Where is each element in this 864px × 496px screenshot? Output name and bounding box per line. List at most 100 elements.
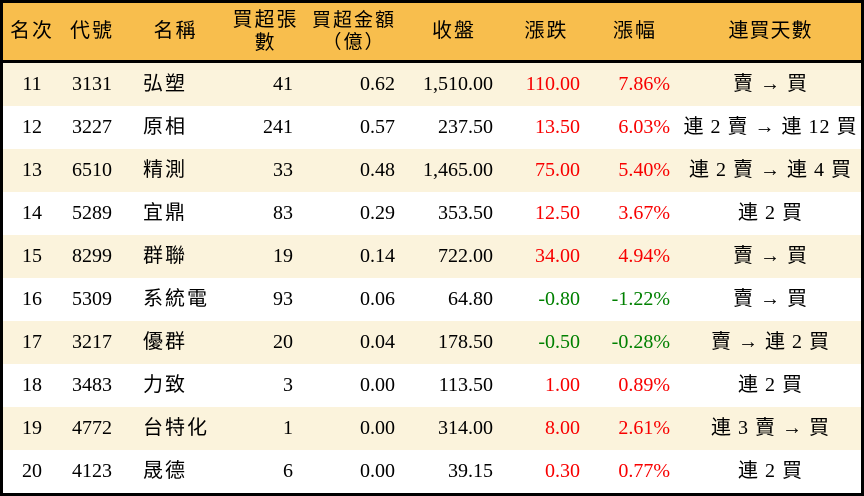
cell-volume: 41 [273,73,293,96]
cell-change_pct: 4.94% [618,245,670,268]
cell-name: 群聯 [143,245,187,268]
table-body: 11 3 13 1 弘塑 41 0.62 1,510.00 110.00 7.86% 賣 → 買 12… [3,63,861,493]
table-row[interactable]: 20 4123 晟德 6 0.00 39.15 0.30 0.77% 連 2 買 [3,450,861,493]
column-header-streak: 連買天數 [728,20,813,43]
cell-rank: 12 [22,116,42,139]
cell-name: 精測 [143,159,187,182]
cell-rank: 11 [22,73,42,96]
cell-change_pct: 2.61% [618,417,670,440]
cell-change: 8.00 [545,417,580,440]
cell-close: 1,465.00 [423,159,493,182]
cell-change_pct: -0.28% [611,331,670,354]
cell-streak: 賣 → 買 [733,245,808,268]
column-header-change: 漲跌 [524,20,569,43]
cell-volume: 6 [283,460,293,483]
cell-volume: 19 [273,245,293,268]
cell-rank: 14 [22,202,42,225]
column-header-amount: 買超金額 （億） [311,10,396,53]
cell-name: 原相 [143,116,187,139]
column-header-code: 代號 [70,20,114,43]
cell-streak: 連 2 賣 → 連 12 買 [683,116,858,139]
column-header-rank: 名次 [10,20,54,43]
table-row[interactable]: 11 3131 弘塑 41 0.62 1,510.00 110.00 7.86% 賣 → 買 [3,63,861,106]
cell-code: 4123 [72,460,112,483]
cell-change: 1.00 [545,374,580,397]
cell-close: 722.00 [438,245,493,268]
cell-amount: 0.04 [360,331,395,354]
cell-code: 3483 [72,374,112,397]
table-row[interactable]: 12 3227 原相 241 0.57 237.50 13.50 6.03% 連 2 賣 → 連… [3,106,861,149]
cell-change_pct: 7.86% [618,73,670,96]
cell-change: -0.50 [538,331,580,354]
cell-code: 8299 [72,245,112,268]
cell-change: 34.00 [535,245,580,268]
cell-change_pct: 0.77% [618,460,670,483]
cell-change: 0.30 [545,460,580,483]
cell-name: 優群 [143,331,187,354]
cell-rank: 20 [22,460,42,483]
cell-streak: 連 2 買 [738,374,803,397]
cell-rank: 19 [22,417,42,440]
cell-change_pct: 0.89% [618,374,670,397]
cell-volume: 20 [273,331,293,354]
cell-close: 178.50 [438,331,493,354]
cell-amount: 0.62 [360,73,395,96]
cell-change: 13.50 [535,116,580,139]
cell-streak: 連 2 買 [738,202,803,225]
cell-name: 宜鼎 [143,202,187,225]
column-header-close: 收盤 [432,20,476,43]
cell-volume: 33 [273,159,293,182]
cell-volume: 93 [273,288,293,311]
cell-code: 4772 [72,417,112,440]
cell-code: 5309 [72,288,112,311]
table-row[interactable]: 18 3483 力致 3 0.00 113.50 1.00 0.89% 連 2 買 [3,364,861,407]
cell-amount: 0.48 [360,159,395,182]
cell-streak: 賣 → 買 [733,288,808,311]
cell-rank: 18 [22,374,42,397]
cell-volume: 3 [283,374,293,397]
table-row[interactable]: 13 6510 精測 33 0.48 1,465.00 75.00 5.40% 連 2 賣 → … [3,149,861,192]
cell-close: 1,510.00 [423,73,493,96]
cell-volume: 1 [283,417,293,440]
column-header-volume: 買超張數 [232,9,299,54]
table-row[interactable]: 14 5289 宜鼎 83 0.29 353.50 12.50 3.67% 連 2 買 [3,192,861,235]
cell-streak: 連 2 賣 → 連 4 買 [689,159,852,182]
cell-rank: 13 [22,159,42,182]
cell-change_pct: 3.67% [618,202,670,225]
table-row[interactable]: 16 5309 系統電 93 0.06 64.80 -0.80 -1.22% 賣 → 買 [3,278,861,321]
cell-change_pct: -1.22% [611,288,670,311]
cell-change_pct: 6.03% [618,116,670,139]
cell-volume: 83 [273,202,293,225]
cell-volume: 241 [263,116,293,139]
cell-change_pct: 5.40% [618,159,670,182]
cell-rank: 16 [22,288,42,311]
header-row: 名次 代號 名稱 買超張數 買超金額 （億） 收盤 漲跌 漲幅 連買天數 [3,3,861,63]
cell-streak: 賣 → 買 [733,73,808,96]
cell-change: 75.00 [535,159,580,182]
cell-streak: 賣 → 連 2 買 [711,331,830,354]
cell-close: 39.15 [448,460,493,483]
table-row[interactable]: 19 4772 台特化 1 0.00 314.00 8.00 2.61% 連 3 賣 → 買 [3,407,861,450]
cell-close: 353.50 [438,202,493,225]
cell-name: 晟德 [143,460,187,483]
cell-name: 系統電 [143,288,209,311]
cell-code: 6510 [72,159,112,182]
column-header-change_pct: 漲幅 [613,20,657,43]
cell-change: 12.50 [535,202,580,225]
cell-amount: 0.00 [360,460,395,483]
cell-streak: 連 2 買 [738,460,803,483]
cell-name: 力致 [143,374,187,397]
cell-close: 64.80 [448,288,493,311]
table-row[interactable]: 17 3217 優群 20 0.04 178.50 -0.50 -0.28% 賣 → 連 2 買 [3,321,861,364]
cell-change: -0.80 [538,288,580,311]
cell-amount: 0.14 [360,245,395,268]
cell-code: 3227 [72,116,112,139]
cell-code: 5289 [72,202,112,225]
cell-amount: 0.00 [360,374,395,397]
cell-streak: 連 3 賣 → 買 [711,417,830,440]
cell-name: 弘塑 [143,73,187,96]
table-row[interactable]: 15 8299 群聯 19 0.14 722.00 34.00 4.94% 賣 → 買 [3,235,861,278]
cell-change: 110.00 [525,73,580,96]
cell-amount: 0.06 [360,288,395,311]
cell-close: 237.50 [438,116,493,139]
